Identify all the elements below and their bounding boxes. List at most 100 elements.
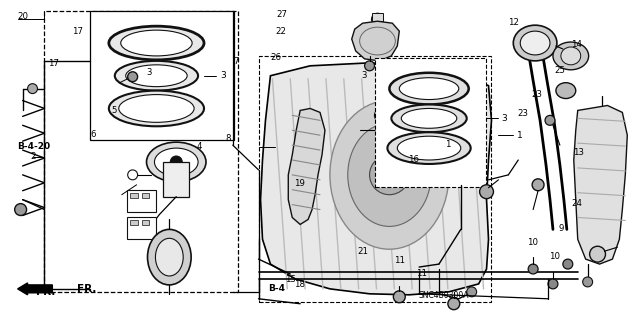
Circle shape <box>448 298 460 310</box>
Polygon shape <box>288 108 325 225</box>
Ellipse shape <box>387 132 470 164</box>
Ellipse shape <box>401 108 457 128</box>
Text: 22: 22 <box>275 27 286 36</box>
Circle shape <box>563 259 573 269</box>
Text: 10: 10 <box>549 252 560 261</box>
Text: 12: 12 <box>508 19 519 27</box>
Text: 1: 1 <box>517 131 523 140</box>
Ellipse shape <box>115 61 198 91</box>
Text: 13: 13 <box>573 148 584 157</box>
Text: 11: 11 <box>394 256 405 265</box>
Circle shape <box>467 287 477 297</box>
Bar <box>141 220 150 226</box>
Text: 14: 14 <box>572 40 582 48</box>
Text: 10: 10 <box>527 238 538 247</box>
Circle shape <box>545 115 555 125</box>
Ellipse shape <box>397 136 461 160</box>
Ellipse shape <box>154 148 198 176</box>
Ellipse shape <box>119 94 194 122</box>
Ellipse shape <box>399 78 459 100</box>
Text: 21: 21 <box>358 247 369 256</box>
Polygon shape <box>260 63 492 295</box>
Ellipse shape <box>121 30 192 56</box>
Text: 5: 5 <box>111 106 116 115</box>
Ellipse shape <box>147 229 191 285</box>
Text: 24: 24 <box>572 199 582 208</box>
Circle shape <box>369 155 409 195</box>
Ellipse shape <box>109 91 204 126</box>
Ellipse shape <box>556 83 576 99</box>
Text: 23: 23 <box>518 109 529 118</box>
Bar <box>130 220 138 226</box>
Text: FR.: FR. <box>36 287 56 297</box>
Circle shape <box>15 204 27 216</box>
Text: 15: 15 <box>285 275 296 284</box>
Ellipse shape <box>513 25 557 61</box>
Bar <box>127 190 156 211</box>
Circle shape <box>589 246 605 262</box>
Circle shape <box>548 279 558 289</box>
Polygon shape <box>352 21 399 61</box>
FancyArrow shape <box>18 283 52 295</box>
Circle shape <box>532 179 544 191</box>
Ellipse shape <box>348 123 431 226</box>
Circle shape <box>394 291 405 303</box>
Polygon shape <box>574 106 627 264</box>
Text: 18: 18 <box>294 280 305 289</box>
Bar <box>44 11 237 292</box>
Circle shape <box>128 170 138 180</box>
Ellipse shape <box>147 142 206 182</box>
Bar <box>163 162 189 197</box>
Text: 27: 27 <box>276 10 287 19</box>
Ellipse shape <box>374 106 404 125</box>
Text: 9: 9 <box>558 224 564 233</box>
Circle shape <box>582 277 593 287</box>
Text: 17: 17 <box>72 27 83 36</box>
Text: 6: 6 <box>90 130 95 139</box>
Bar <box>141 193 150 198</box>
Bar <box>372 13 383 21</box>
Text: B-4: B-4 <box>268 284 285 293</box>
Text: 8: 8 <box>225 134 231 144</box>
Circle shape <box>365 61 374 71</box>
Text: 16: 16 <box>408 155 419 164</box>
Circle shape <box>479 185 493 199</box>
Text: 4: 4 <box>196 142 202 151</box>
Circle shape <box>380 165 399 185</box>
Bar <box>90 11 234 140</box>
Text: 11: 11 <box>416 270 427 278</box>
Text: 3: 3 <box>146 68 152 77</box>
Circle shape <box>372 13 383 25</box>
Text: 3: 3 <box>502 114 508 123</box>
Text: 2: 2 <box>31 152 36 161</box>
Text: 7: 7 <box>234 57 239 66</box>
Text: 19: 19 <box>294 179 305 188</box>
Ellipse shape <box>561 47 580 65</box>
Ellipse shape <box>520 31 550 55</box>
Ellipse shape <box>553 42 589 70</box>
Ellipse shape <box>389 73 468 105</box>
Text: 3: 3 <box>220 71 226 80</box>
Bar <box>130 193 138 198</box>
Text: 26: 26 <box>270 53 281 62</box>
Text: 20: 20 <box>17 12 29 21</box>
Ellipse shape <box>125 65 187 87</box>
Ellipse shape <box>330 100 449 249</box>
Text: FR.: FR. <box>77 284 97 294</box>
Text: 25: 25 <box>554 66 565 75</box>
Circle shape <box>138 222 154 238</box>
Circle shape <box>128 72 138 82</box>
Bar <box>259 56 492 302</box>
Text: B-4-20: B-4-20 <box>17 142 50 151</box>
Bar <box>127 218 156 239</box>
Ellipse shape <box>156 238 183 276</box>
Bar <box>374 58 486 187</box>
Text: SNC4B0300A: SNC4B0300A <box>419 291 469 300</box>
Circle shape <box>528 264 538 274</box>
Text: 3: 3 <box>362 71 367 80</box>
Ellipse shape <box>392 105 467 132</box>
Text: 23: 23 <box>531 90 543 99</box>
Circle shape <box>28 84 38 93</box>
Circle shape <box>170 156 182 168</box>
Ellipse shape <box>109 26 204 60</box>
